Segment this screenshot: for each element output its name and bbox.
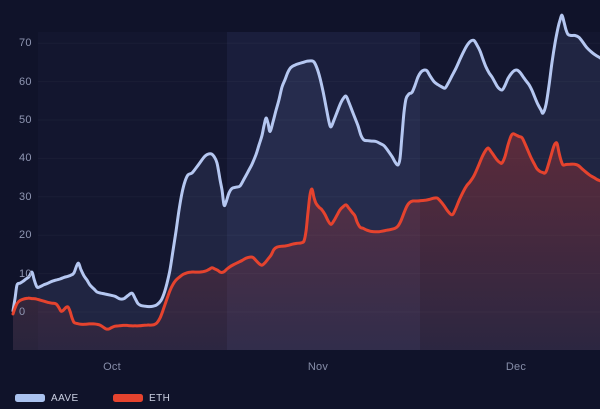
eth-area: [13, 133, 600, 350]
y-tick-label-70: 70: [19, 37, 32, 50]
x-tick-label-nov: Nov: [307, 361, 329, 373]
y-tick-label-40: 40: [19, 152, 32, 165]
legend-item-aave[interactable]: AAVE: [15, 391, 79, 405]
aave-legend-swatch: [15, 394, 45, 402]
aave-line: [11, 13, 600, 313]
legend-item-eth[interactable]: ETH: [113, 391, 170, 405]
x-tick-label-dec: Dec: [505, 361, 527, 373]
eth-line: [11, 132, 600, 331]
y-tick-label-50: 50: [19, 114, 32, 126]
y-tick-label-20: 20: [19, 229, 32, 242]
y-tick-label-10: 10: [19, 267, 32, 280]
chart-legend: AAVE ETH: [0, 391, 600, 407]
y-tick-label-0: 0: [19, 306, 26, 318]
x-tick-label-oct: Oct: [103, 361, 121, 373]
aave-legend-label: AAVE: [51, 392, 79, 404]
eth-legend-swatch: [113, 394, 143, 402]
eth-legend-label: ETH: [149, 392, 171, 404]
y-tick-label-60: 60: [19, 75, 32, 88]
y-tick-label-30: 30: [19, 190, 32, 203]
